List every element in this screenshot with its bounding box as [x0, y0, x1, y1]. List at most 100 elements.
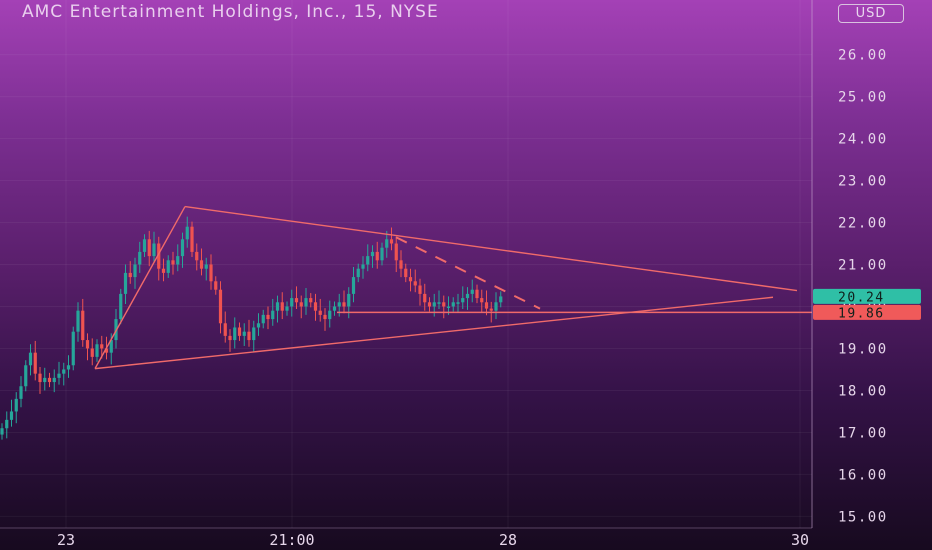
candle[interactable] [366, 244, 370, 272]
candle[interactable] [318, 298, 322, 322]
candle[interactable] [100, 335, 104, 359]
time-axis[interactable]: 23 21:00 28 30 [57, 531, 809, 549]
candle[interactable] [347, 287, 351, 319]
candle[interactable] [161, 258, 166, 282]
candle[interactable] [24, 360, 28, 392]
triangle-upper-trendline[interactable] [184, 205, 798, 292]
trend-drawings[interactable] [94, 205, 812, 370]
candle[interactable] [209, 254, 213, 290]
candle[interactable] [214, 276, 218, 295]
candle[interactable] [180, 232, 185, 268]
candle[interactable] [157, 236, 161, 281]
candle[interactable] [280, 292, 284, 320]
candle[interactable] [237, 322, 242, 341]
triangle-lower-trendline[interactable] [94, 296, 774, 370]
candle[interactable] [370, 245, 375, 268]
candle[interactable] [342, 290, 346, 314]
candle[interactable] [356, 263, 360, 283]
candle[interactable] [43, 367, 47, 391]
candle[interactable] [14, 392, 18, 424]
dashed-trendline[interactable] [395, 236, 541, 310]
candle[interactable] [95, 339, 99, 362]
candle[interactable] [456, 293, 460, 313]
candle[interactable] [9, 399, 14, 427]
candle[interactable] [33, 340, 37, 381]
candle[interactable] [123, 264, 128, 304]
candle[interactable] [361, 256, 365, 279]
candle[interactable] [432, 293, 436, 317]
candle[interactable] [57, 361, 61, 385]
candle[interactable] [228, 329, 232, 352]
candle[interactable] [427, 297, 432, 312]
candle[interactable] [475, 284, 479, 304]
candle[interactable] [218, 281, 223, 334]
candle[interactable] [233, 317, 237, 349]
symbol-title[interactable]: AMC Entertainment Holdings, Inc., 15, NY… [22, 2, 439, 22]
candle[interactable] [442, 295, 446, 319]
candle[interactable] [47, 372, 52, 388]
candle[interactable] [451, 297, 455, 312]
candle[interactable] [499, 291, 503, 308]
candle[interactable] [38, 366, 42, 394]
candle[interactable] [380, 242, 384, 266]
candle[interactable] [413, 269, 417, 293]
candle[interactable] [223, 311, 227, 343]
price-axis[interactable]: 15.0016.0017.0018.0019.0020.0021.0022.00… [838, 48, 888, 526]
candle[interactable] [275, 295, 280, 323]
candle[interactable] [76, 302, 80, 342]
candle[interactable] [337, 293, 341, 317]
candle[interactable] [461, 286, 465, 310]
candle[interactable] [52, 369, 56, 393]
candle[interactable] [285, 301, 289, 316]
candle[interactable] [171, 251, 175, 275]
candle[interactable] [195, 243, 199, 271]
candle[interactable] [271, 298, 275, 326]
candle[interactable] [142, 234, 147, 257]
candle[interactable] [90, 338, 94, 366]
candle[interactable] [81, 298, 85, 347]
triangle-left-edge[interactable] [94, 206, 186, 369]
candle[interactable] [133, 257, 137, 289]
candle[interactable] [404, 263, 408, 283]
candle[interactable] [71, 326, 75, 371]
candle[interactable] [437, 290, 441, 310]
candle[interactable] [290, 289, 294, 317]
candle[interactable] [166, 255, 170, 278]
currency-button[interactable]: USD [838, 4, 904, 23]
candle[interactable] [494, 292, 498, 320]
candle[interactable] [256, 313, 261, 336]
candle[interactable] [247, 319, 251, 347]
candle[interactable] [19, 376, 23, 408]
candle[interactable] [309, 293, 313, 308]
candle[interactable] [313, 293, 318, 321]
candle[interactable] [328, 300, 332, 328]
candle[interactable] [375, 241, 379, 269]
candle[interactable] [394, 236, 398, 273]
candle[interactable] [62, 362, 66, 386]
candle[interactable] [242, 323, 246, 346]
candle[interactable] [152, 231, 156, 263]
candle[interactable] [408, 268, 413, 292]
candle[interactable] [252, 320, 256, 352]
candle[interactable] [385, 230, 389, 258]
candle[interactable] [66, 355, 71, 378]
candle[interactable] [266, 306, 270, 330]
candle[interactable] [85, 333, 90, 361]
candle[interactable] [119, 288, 123, 325]
candle[interactable] [128, 261, 132, 284]
candle[interactable] [261, 309, 265, 329]
candle[interactable] [351, 267, 356, 303]
candle[interactable] [185, 216, 189, 248]
candle[interactable] [176, 244, 180, 272]
candle[interactable] [204, 257, 208, 281]
candle[interactable] [418, 278, 422, 306]
candle[interactable] [5, 411, 9, 439]
candle[interactable] [199, 248, 204, 276]
candle[interactable] [480, 289, 484, 313]
candles-layer[interactable] [0, 216, 503, 440]
candle[interactable] [470, 279, 474, 303]
candle[interactable] [0, 423, 4, 440]
candle[interactable] [389, 227, 394, 251]
